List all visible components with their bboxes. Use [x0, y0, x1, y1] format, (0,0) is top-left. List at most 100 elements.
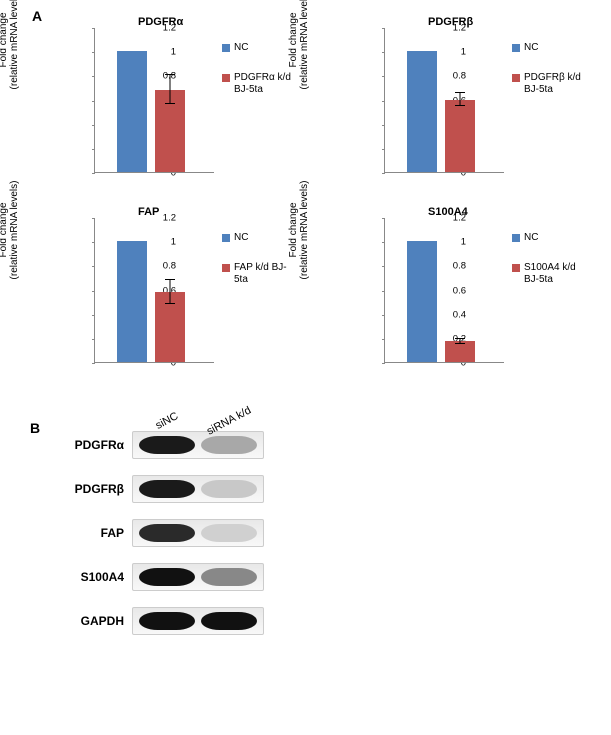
tick-mark: [92, 173, 95, 174]
chart-0: PDGFRαFold change (relative mRNA levels)…: [50, 10, 300, 190]
legend-text-nc: NC: [234, 232, 248, 244]
band-kd: [201, 612, 257, 630]
blot-row: PDGFRβ: [50, 475, 290, 503]
tick-mark: [92, 149, 95, 150]
charts-grid: PDGFRα Fold change (relative mRNA levels)…: [50, 10, 590, 380]
y-axis-label: Fold change (relative mRNA levels): [0, 170, 20, 290]
tick-mark: [92, 76, 95, 77]
legend-swatch: [222, 44, 230, 52]
chart-3: S100A4Fold change (relative mRNA levels)…: [340, 200, 590, 380]
legend-text-nc: NC: [524, 42, 538, 54]
error-cap-top: [165, 279, 175, 280]
legend-text-kd: PDGFRβ k/d BJ-5ta: [524, 72, 590, 96]
legend-swatch: [512, 234, 520, 242]
tick-mark: [92, 315, 95, 316]
tick-mark: [92, 291, 95, 292]
error-cap-top: [455, 338, 465, 339]
blot-label: PDGFRα: [50, 438, 132, 452]
legend-text-nc: NC: [234, 42, 248, 54]
legend-swatch: [512, 264, 520, 272]
blot-lanes: [132, 519, 264, 547]
blot-row: S100A4: [50, 563, 290, 591]
bar-nc: [407, 241, 437, 362]
tick-mark: [92, 339, 95, 340]
chart-2: FAPFold change (relative mRNA levels)00.…: [50, 200, 300, 380]
plot-area: [384, 28, 504, 173]
blot-label: GAPDH: [50, 614, 132, 628]
band-nc: [139, 436, 195, 454]
y-axis-label: Fold change (relative mRNA levels): [288, 170, 310, 290]
chart-title: FAP: [138, 206, 159, 218]
blot-lanes: [132, 563, 264, 591]
tick-mark: [92, 101, 95, 102]
blot-rows: PDGFRα PDGFRβ FAP S100A4 GAPDH: [50, 431, 290, 635]
legend-item-kd: PDGFRβ k/d BJ-5ta: [512, 72, 590, 96]
error-cap-bottom: [455, 343, 465, 344]
plot-area: [94, 28, 214, 173]
error-cap-bottom: [165, 303, 175, 304]
error-bar: [170, 280, 171, 304]
blot-row: FAP: [50, 519, 290, 547]
tick-mark: [382, 266, 385, 267]
blot-headers: siNC siRNA k/d: [136, 415, 290, 427]
band-nc: [139, 612, 195, 630]
legend-item-kd: S100A4 k/d BJ-5ta: [512, 262, 590, 286]
blot-label: PDGFRβ: [50, 482, 132, 496]
y-axis-label: Fold change (relative mRNA levels): [288, 0, 310, 100]
tick-mark: [382, 242, 385, 243]
tick-mark: [382, 363, 385, 364]
y-axis-label: Fold change (relative mRNA levels): [0, 0, 20, 100]
tick-mark: [92, 52, 95, 53]
legend: NC PDGFRβ k/d BJ-5ta: [512, 42, 590, 114]
bar-nc: [117, 241, 147, 362]
tick-mark: [92, 125, 95, 126]
bar-nc: [117, 51, 147, 172]
tick-mark: [382, 76, 385, 77]
band-kd: [201, 568, 257, 586]
panel-b-label: B: [30, 420, 40, 436]
legend-swatch: [222, 234, 230, 242]
band-kd: [201, 436, 257, 454]
tick-mark: [92, 363, 95, 364]
tick-mark: [382, 339, 385, 340]
legend: NC S100A4 k/d BJ-5ta: [512, 232, 590, 304]
tick-mark: [92, 266, 95, 267]
bar-nc: [407, 51, 437, 172]
band-nc: [139, 524, 195, 542]
legend-swatch: [222, 74, 230, 82]
plot-area: [384, 218, 504, 363]
bar-kd: [155, 90, 185, 172]
legend-swatch: [512, 44, 520, 52]
error-cap-bottom: [165, 103, 175, 104]
panel-a-label: A: [32, 8, 42, 24]
error-cap-bottom: [455, 105, 465, 106]
legend-text-kd: S100A4 k/d BJ-5ta: [524, 262, 590, 286]
tick-mark: [382, 291, 385, 292]
tick-mark: [382, 28, 385, 29]
tick-mark: [382, 101, 385, 102]
tick-mark: [382, 125, 385, 126]
blot-lanes: [132, 475, 264, 503]
error-bar: [170, 75, 171, 104]
chart-title: PDGFRβ: [428, 16, 473, 28]
tick-mark: [92, 28, 95, 29]
blot-label: FAP: [50, 526, 132, 540]
tick-mark: [92, 218, 95, 219]
band-nc: [139, 568, 195, 586]
legend-item-nc: NC: [512, 42, 590, 54]
band-nc: [139, 480, 195, 498]
chart-1: PDGFRβFold change (relative mRNA levels)…: [340, 10, 590, 190]
band-kd: [201, 524, 257, 542]
bar-kd: [155, 292, 185, 362]
blot-label: S100A4: [50, 570, 132, 584]
legend-text-nc: NC: [524, 232, 538, 244]
tick-mark: [92, 242, 95, 243]
tick-mark: [382, 52, 385, 53]
blot-row: GAPDH: [50, 607, 290, 635]
tick-mark: [382, 315, 385, 316]
chart-title: PDGFRα: [138, 16, 183, 28]
error-cap-top: [455, 92, 465, 93]
bar-kd: [445, 341, 475, 362]
tick-mark: [382, 149, 385, 150]
legend-swatch: [512, 74, 520, 82]
